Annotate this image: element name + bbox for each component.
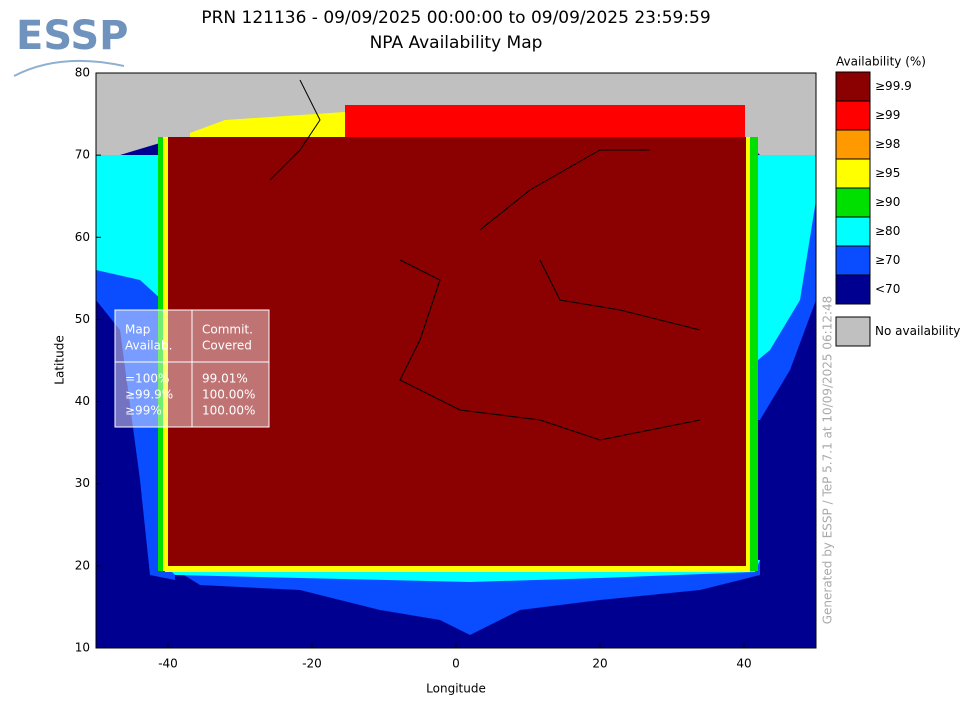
y-tick-label: 10: [75, 641, 90, 655]
y-tick-label: 40: [75, 394, 90, 408]
x-tick-label: 40: [736, 657, 751, 671]
legend-swatch: [835, 274, 871, 305]
subtitle: NPA Availability Map: [370, 33, 543, 53]
y-tick-label: 60: [75, 230, 90, 244]
legend-title: Availability (%): [836, 55, 926, 69]
logo-arc: [13, 59, 125, 77]
table-header: Availab.: [125, 339, 172, 353]
footer-note: Generated by ESSP / TeP 5.7.1 at 10/09/2…: [821, 296, 835, 625]
y-tick-label: 50: [75, 312, 90, 326]
legend-label: No availability: [875, 324, 960, 338]
legend-label: ≥80: [875, 224, 900, 238]
x-tick-label: 0: [452, 657, 460, 671]
legend-label: ≥99.9: [875, 79, 912, 93]
region-99: [345, 105, 745, 137]
legend-swatch: [835, 71, 871, 102]
logo: ESSP: [16, 13, 128, 59]
y-tick-label: 30: [75, 476, 90, 490]
table-cell: 100.00%: [202, 388, 255, 402]
legend-label: ≥98: [875, 137, 900, 151]
table-header: Covered: [202, 339, 252, 353]
region-95: [190, 112, 345, 137]
region-95: [165, 566, 750, 572]
y-tick-label: 20: [75, 558, 90, 572]
y-tick-label: 80: [75, 66, 90, 80]
legend-swatch: [835, 245, 871, 276]
legend-swatch: [835, 129, 871, 160]
legend-swatch: [835, 100, 871, 131]
table-cell: ≥99.9%: [125, 388, 173, 402]
legend-swatch: [835, 216, 871, 247]
x-tick-label: -20: [302, 657, 322, 671]
coastline: [269, 79, 701, 441]
y-tick-label: 70: [75, 148, 90, 162]
legend-label: ≥95: [875, 166, 900, 180]
table-cell: ≥99%: [125, 404, 162, 418]
region-70: [160, 560, 760, 635]
legend-label: ≥99: [875, 108, 900, 122]
x-tick-label: 20: [592, 657, 607, 671]
table-header: Commit.: [202, 323, 253, 337]
region-80: [96, 155, 165, 300]
legend-label: ≥90: [875, 195, 900, 209]
region-999: [168, 137, 746, 566]
legend-label: ≥70: [875, 253, 900, 267]
region-95: [163, 137, 169, 571]
map-area: [95, 72, 817, 649]
region-95: [744, 137, 750, 567]
legend-swatch: [835, 158, 871, 189]
legend-swatch: [835, 316, 871, 347]
y-axis-label: Latitude: [53, 335, 67, 384]
legend-swatch: [835, 187, 871, 218]
table-header: Map: [125, 323, 150, 337]
table-cell: 99.01%: [202, 372, 248, 386]
region-80: [746, 155, 816, 370]
x-axis-label: Longitude: [426, 682, 486, 696]
x-tick-label: -40: [158, 657, 178, 671]
stats-table: Map Availab. Commit. Covered =100% 99.01% ≥99.…: [114, 309, 270, 428]
table-cell: 100.00%: [202, 404, 255, 418]
legend-label: <70: [875, 282, 900, 296]
title: PRN 121136 - 09/09/2025 00:00:00 to 09/0…: [201, 8, 710, 28]
table-cell: =100%: [125, 372, 169, 386]
